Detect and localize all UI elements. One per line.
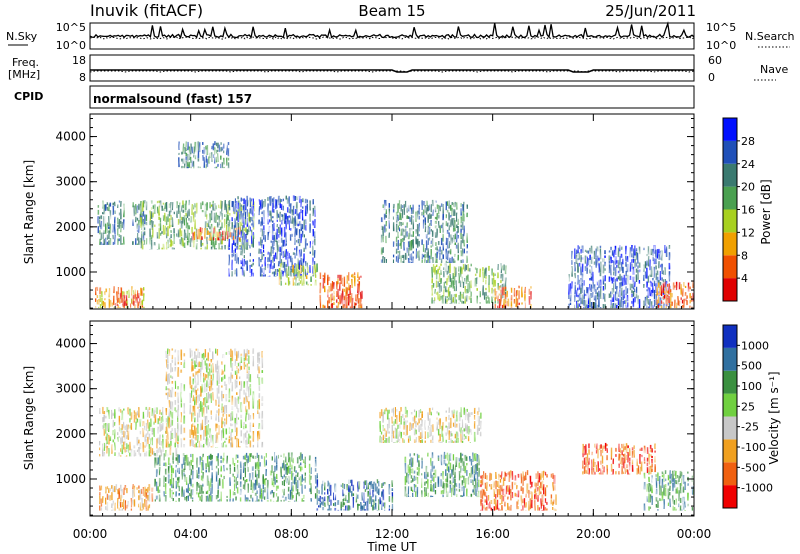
colorbar-swatch bbox=[723, 347, 737, 371]
colorbar-swatch bbox=[723, 370, 737, 394]
colorbar-tick-label: 25 bbox=[741, 400, 755, 413]
x-axis-tick-labels: 00:00 04:00 08:00 12:00 16:00 20:00 00:00 bbox=[73, 527, 712, 541]
colorbar-tick-label: 8 bbox=[741, 249, 748, 262]
colorbar-tick-label: 1000 bbox=[741, 339, 769, 352]
cpid-label: CPID bbox=[14, 90, 43, 103]
noise-right-tick-high: 10^5 bbox=[706, 21, 736, 34]
nave-label: Nave bbox=[760, 63, 788, 76]
freq-trace bbox=[90, 69, 694, 73]
x-tick-label: 16:00 bbox=[475, 527, 510, 541]
colorbar-tick-label: 500 bbox=[741, 360, 762, 373]
colorbar-swatch bbox=[723, 439, 737, 463]
colorbar-swatch bbox=[723, 325, 737, 348]
y-tick-label: 2000 bbox=[55, 427, 86, 441]
power-colorbar-label: Power [dB] bbox=[759, 179, 773, 244]
x-tick-label: 08:00 bbox=[274, 527, 309, 541]
y-tick-label: 2000 bbox=[55, 220, 86, 234]
colorbar-swatch bbox=[723, 278, 737, 301]
x-axis-label: Time UT bbox=[366, 540, 417, 554]
x-tick-label: 00:00 bbox=[677, 527, 712, 541]
x-tick-label: 12:00 bbox=[375, 527, 410, 541]
date-label: 25/Jun/2011 bbox=[605, 2, 696, 20]
x-tick-label: 00:00 bbox=[73, 527, 108, 541]
y-tick-label: 3000 bbox=[55, 382, 86, 396]
velocity-axes: 1000 2000 3000 4000 bbox=[55, 321, 695, 516]
colorbar-tick-label: 24 bbox=[741, 158, 755, 171]
freq-left-unit: [MHz] bbox=[8, 68, 40, 81]
colorbar-tick-label: -25 bbox=[741, 421, 759, 434]
colorbar-swatch bbox=[723, 232, 737, 256]
y-tick-label: 1000 bbox=[55, 472, 86, 486]
nave-trace bbox=[89, 70, 695, 73]
velocity-colorbar-label: Velocity [m s⁻¹] bbox=[767, 371, 781, 464]
colorbar-tick-label: 28 bbox=[741, 135, 755, 148]
noise-sky-trace bbox=[89, 21, 695, 40]
cpid-text: normalsound (fast) 157 bbox=[93, 92, 252, 106]
colorbar-tick-label: 20 bbox=[741, 181, 755, 194]
colorbar-swatch bbox=[723, 140, 737, 164]
velocity-y-axis-label: Slant Range [km] bbox=[22, 366, 36, 470]
x-tick-label: 04:00 bbox=[173, 527, 208, 541]
power-axes: 1000 2000 3000 4000 bbox=[55, 114, 695, 309]
colorbar-swatch bbox=[723, 118, 737, 141]
power-speckle-overlay bbox=[90, 114, 694, 309]
noise-left-label: N.Sky bbox=[6, 30, 38, 43]
colorbar-swatch bbox=[723, 393, 737, 417]
freq-panel-frame bbox=[89, 54, 695, 82]
power-colorbar: 4 8 12 16 20 24 28 bbox=[722, 117, 755, 302]
colorbar-tick-label: 4 bbox=[741, 272, 748, 285]
noise-left-tick-high: 10^5 bbox=[56, 21, 86, 34]
station-title: Inuvik (fitACF) bbox=[90, 1, 203, 20]
beam-label: Beam 15 bbox=[358, 2, 425, 20]
noise-left-tick-low: 10^0 bbox=[56, 39, 86, 52]
noise-right-label: N.Search bbox=[745, 30, 795, 43]
noise-panel-frame bbox=[89, 22, 695, 50]
freq-traces bbox=[89, 69, 695, 73]
colorbar-swatch bbox=[723, 255, 737, 279]
colorbar-swatch bbox=[723, 186, 737, 210]
cpid-panel-frame bbox=[89, 85, 695, 109]
noise-traces bbox=[89, 21, 695, 40]
colorbar-tick-label: -100 bbox=[741, 441, 766, 454]
freq-right-tick-high: 60 bbox=[708, 54, 722, 67]
freq-left-label: Freq. bbox=[12, 56, 39, 69]
colorbar-tick-label: 16 bbox=[741, 204, 755, 217]
colorbar-tick-label: -1000 bbox=[741, 482, 773, 495]
colorbar-swatch bbox=[723, 416, 737, 440]
colorbar-swatch bbox=[723, 209, 737, 233]
colorbar-tick-label: 100 bbox=[741, 380, 762, 393]
y-tick-label: 3000 bbox=[55, 175, 86, 189]
colorbar-tick-label: -500 bbox=[741, 461, 766, 474]
velocity-colorbar: 1000 500 100 25 -25 -100 -500 -1000 bbox=[722, 324, 773, 509]
colorbar-swatch bbox=[723, 462, 737, 486]
y-tick-label: 1000 bbox=[55, 265, 86, 279]
freq-left-tick-high: 18 bbox=[72, 54, 86, 67]
y-tick-label: 4000 bbox=[55, 337, 86, 351]
noise-search-trace bbox=[89, 36, 695, 40]
x-tick-label: 20:00 bbox=[576, 527, 611, 541]
power-y-axis-label: Slant Range [km] bbox=[22, 160, 36, 264]
y-tick-label: 4000 bbox=[55, 130, 86, 144]
colorbar-tick-label: 12 bbox=[741, 226, 755, 239]
colorbar-frame bbox=[722, 324, 738, 509]
freq-right-tick-low: 0 bbox=[708, 71, 715, 84]
colorbar-swatch bbox=[723, 485, 737, 508]
velocity-speckle-overlay bbox=[90, 321, 694, 516]
colorbar-swatch bbox=[723, 163, 737, 187]
freq-left-tick-low: 8 bbox=[79, 71, 86, 84]
noise-right-tick-low: 10^0 bbox=[706, 39, 736, 52]
